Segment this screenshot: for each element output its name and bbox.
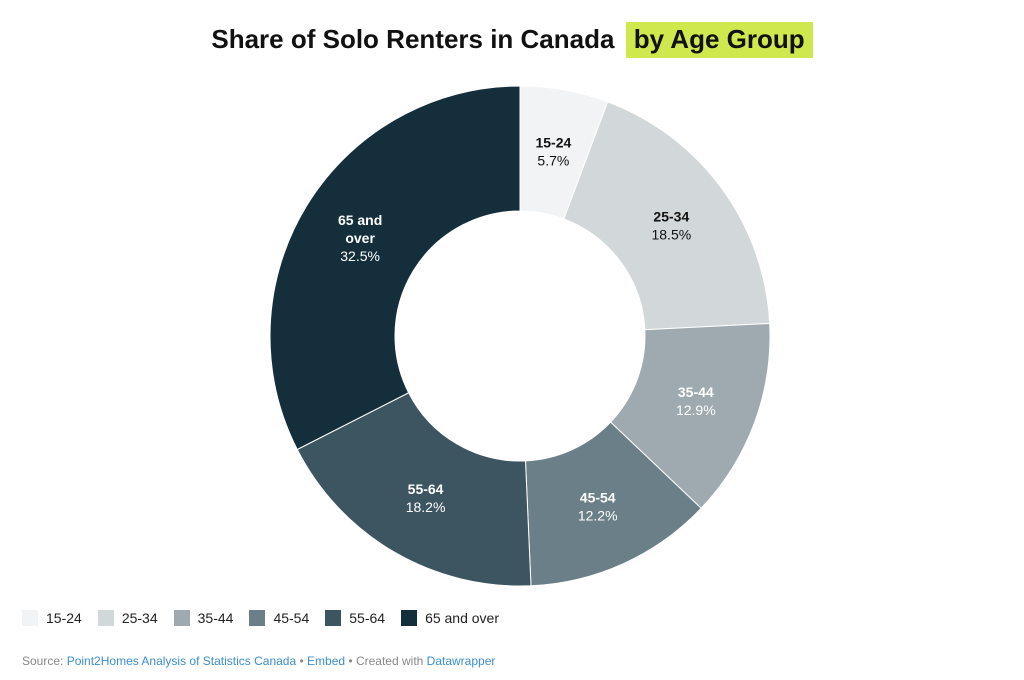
footer-separator: • xyxy=(299,654,304,668)
slice-value-label: 18.2% xyxy=(406,499,446,515)
slice-category-label: 15-24 xyxy=(535,134,571,150)
legend-swatch xyxy=(22,610,38,626)
slice-25-34[interactable] xyxy=(563,101,771,331)
slice-value-label: 5.7% xyxy=(537,152,569,168)
legend-label: 45-54 xyxy=(273,610,310,626)
slice-value-label: 18.5% xyxy=(651,226,691,242)
legend-swatch xyxy=(401,610,418,626)
slice-label-25-34: 25-34 18.5% xyxy=(651,208,691,242)
legend-item-45-54: 45-54 xyxy=(249,610,309,626)
legend-label: 55-64 xyxy=(349,610,386,626)
legend-swatch xyxy=(97,610,114,626)
legend-item-35-44: 35-44 xyxy=(173,610,234,626)
legend-label: 25-34 xyxy=(121,610,158,626)
slice-label-45-54: 45-54 12.2% xyxy=(578,490,618,524)
slice-category-label: over xyxy=(345,230,375,246)
legend-label: 65 and over xyxy=(425,610,500,626)
slice-category-label: 55-64 xyxy=(408,481,444,497)
slice-category-label: 45-54 xyxy=(580,490,616,506)
source-prefix: Source: xyxy=(22,654,64,668)
slice-category-label: 65 and xyxy=(338,212,382,228)
created-with-text: • Created with xyxy=(348,654,424,668)
slice-label-15-24: 15-24 5.7% xyxy=(535,134,571,168)
slice-label-35-44: 35-44 12.9% xyxy=(676,384,716,418)
source-link[interactable]: Point2Homes Analysis of Statistics Canad… xyxy=(66,654,297,668)
legend-label: 15-24 xyxy=(46,610,82,626)
slice-category-label: 25-34 xyxy=(653,208,689,224)
slice-65-and-over[interactable] xyxy=(269,85,521,451)
chart-footer: Source: Point2Homes Analysis of Statisti… xyxy=(22,654,495,668)
slice-value-label: 12.9% xyxy=(676,402,716,418)
legend-swatch xyxy=(173,610,190,626)
donut-chart: 15-24 5.7% 25-34 18.5% 35-44 12.9% 45-54 12.2% 5… xyxy=(269,85,771,587)
slice-55-64[interactable] xyxy=(296,392,532,587)
chart-title: Share of Solo Renters in Canada by Age G… xyxy=(0,22,1024,58)
slice-label-55-64: 55-64 18.2% xyxy=(406,481,446,515)
slice-35-44[interactable] xyxy=(609,322,771,509)
chart-legend: 15-24 25-34 35-44 45-54 55-64 65 and over xyxy=(22,610,515,626)
slice-label-65-and-over: 65 and over 32.5% xyxy=(338,212,382,264)
chart-title-highlight: by Age Group xyxy=(625,22,813,58)
slice-value-label: 12.2% xyxy=(578,508,618,524)
legend-swatch xyxy=(249,610,266,626)
embed-link[interactable]: Embed xyxy=(307,654,346,668)
legend-label: 35-44 xyxy=(197,610,234,626)
legend-swatch xyxy=(325,610,342,626)
legend-item-15-24: 15-24 xyxy=(22,610,82,626)
slice-category-label: 35-44 xyxy=(678,384,714,400)
datawrapper-link[interactable]: Datawrapper xyxy=(426,654,496,668)
legend-item-55-64: 55-64 xyxy=(325,610,385,626)
legend-item-25-34: 25-34 xyxy=(97,610,158,626)
chart-title-main: Share of Solo Renters in Canada xyxy=(211,24,615,54)
legend-item-65-and-over: 65 and over xyxy=(401,610,499,626)
slice-value-label: 32.5% xyxy=(340,248,380,264)
